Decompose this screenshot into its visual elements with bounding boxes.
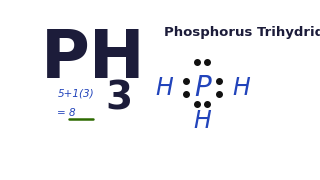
Text: 3: 3 bbox=[106, 80, 133, 118]
Text: Phosphorus Trihydride: Phosphorus Trihydride bbox=[164, 26, 320, 39]
Text: H: H bbox=[155, 76, 173, 100]
Text: H: H bbox=[194, 109, 211, 133]
Text: P: P bbox=[194, 74, 211, 102]
Text: 5+1(3): 5+1(3) bbox=[57, 88, 94, 98]
Text: PH: PH bbox=[41, 26, 146, 92]
Text: = 8: = 8 bbox=[57, 107, 76, 118]
Text: H: H bbox=[232, 76, 250, 100]
